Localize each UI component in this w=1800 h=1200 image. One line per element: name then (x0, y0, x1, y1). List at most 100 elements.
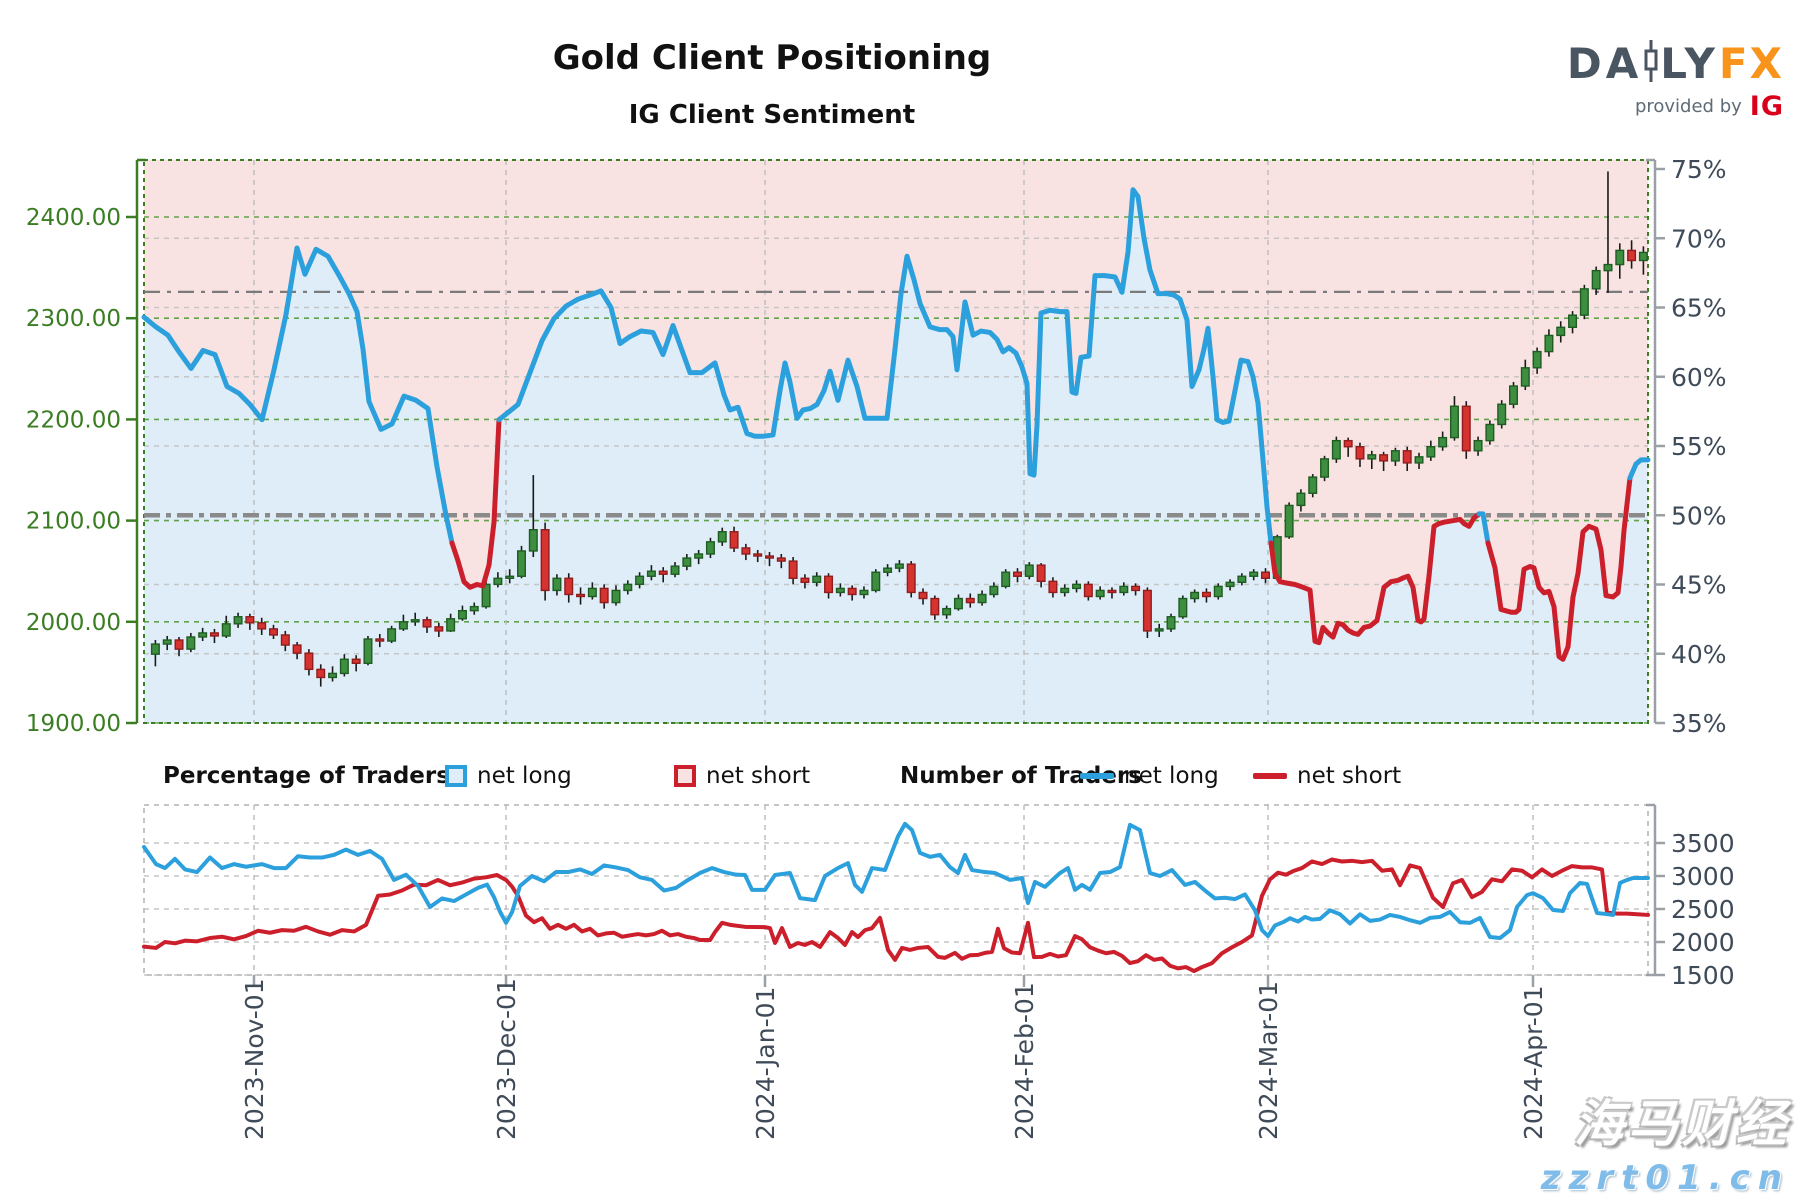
legend-pct-net-short: net short (674, 756, 810, 796)
pct-net-long-line (1627, 457, 1651, 481)
candle-down (351, 658, 361, 664)
candle-up (1024, 564, 1034, 577)
logo-text-da: DA (1566, 39, 1643, 88)
candle-up (717, 531, 727, 543)
candle-up (1544, 334, 1554, 353)
candle-up (1119, 585, 1129, 594)
provided-by-label: provided by (1634, 95, 1742, 117)
candle-up (446, 618, 456, 632)
candle-up (528, 529, 538, 552)
page-title: Gold Client Positioning (552, 38, 992, 78)
percent-axis-label: 75% (1671, 155, 1727, 184)
candle-up (953, 597, 963, 610)
candle-down (753, 553, 763, 557)
candle-up (1190, 591, 1200, 600)
pct-net-long-line (141, 245, 455, 546)
price-axis-label: 2000.00 (26, 610, 121, 636)
candle-up (1178, 597, 1188, 618)
chart-header: Gold Client Positioning IG Client Sentim… (0, 38, 1544, 130)
candle-down (1013, 571, 1023, 577)
candle-down (1260, 571, 1270, 579)
candle-down (564, 577, 574, 596)
candle-up (1520, 367, 1530, 387)
chart-subtitle: IG Client Sentiment (628, 100, 916, 130)
dailyfx-wordmark: DA LY FX (1567, 40, 1784, 85)
candle-up (812, 575, 822, 584)
candle-up (1568, 314, 1578, 329)
percent-axis-label: 50% (1671, 501, 1727, 530)
price-axis-label: 1900.00 (26, 711, 121, 737)
candle-up (457, 609, 467, 620)
price-axis-label: 2400.00 (26, 205, 121, 231)
candle-up (871, 571, 881, 592)
candle-down (174, 639, 184, 650)
candle-down (209, 632, 219, 637)
candle-down (788, 560, 798, 579)
candle-up (493, 577, 503, 586)
percent-axis-label: 55% (1671, 432, 1727, 461)
candle-up (552, 577, 562, 592)
candle-up (1449, 405, 1459, 439)
candle-up (198, 632, 208, 638)
date-axis-label: 2024-Jan-01 (751, 987, 780, 1140)
candle-up (1237, 575, 1247, 584)
dailyfx-logo: DA LY FX provided by IG (1567, 40, 1784, 120)
candle-up (328, 672, 338, 679)
candlestick-icon (1644, 40, 1658, 85)
candle-down (257, 622, 267, 630)
candle-down (930, 597, 940, 616)
logo-text-ly: LY (1660, 39, 1719, 88)
candle-down (292, 644, 302, 654)
candle-up (505, 575, 515, 579)
candle-up (1638, 251, 1648, 262)
candle-up (1556, 326, 1566, 337)
candle-down (434, 626, 444, 632)
num-net-long-line (142, 821, 1650, 941)
candle-up (1603, 263, 1613, 272)
candle-up (1426, 446, 1436, 458)
percent-axis-label: 65% (1671, 294, 1727, 323)
date-axis-label: 2024-Feb-01 (1010, 982, 1039, 1140)
price-axis-label: 2300.00 (26, 306, 121, 332)
percent-axis-label: 40% (1671, 640, 1727, 669)
ig-logo: IG (1749, 91, 1784, 122)
legend-pct-caption: Percentage of Traders (163, 763, 450, 789)
candle-down (1379, 454, 1389, 462)
site-watermark: 海马财经 zzrt01.cn (1541, 1084, 1790, 1198)
percent-axis-label: 45% (1671, 571, 1727, 600)
candle-down (1048, 580, 1058, 594)
candle-up (1508, 385, 1518, 405)
candle-up (1473, 439, 1483, 452)
candle-up (410, 619, 420, 623)
count-axis-label: 3500 (1671, 829, 1735, 858)
count-axis-label: 2000 (1671, 928, 1735, 957)
candle-down (765, 555, 775, 559)
candle-up (1308, 476, 1318, 494)
date-axis-label: 2024-Apr-01 (1519, 985, 1548, 1140)
candle-up (587, 587, 597, 598)
pct-net-short-line (449, 417, 502, 590)
date-axis-label: 2024-Mar-01 (1254, 981, 1283, 1140)
candle-up (623, 583, 633, 592)
candle-down (1131, 585, 1141, 592)
candle-down (1201, 591, 1211, 598)
candle-up (387, 628, 397, 642)
candle-up (339, 658, 349, 675)
candle-up (635, 575, 645, 586)
count-axis-label: 2500 (1671, 895, 1735, 924)
candle-up (646, 570, 656, 577)
date-axis-label: 2023-Dec-01 (492, 978, 521, 1140)
legend-pct-net-long: net long (445, 756, 572, 796)
candle-up (1213, 585, 1223, 598)
net-long-region (144, 189, 1648, 723)
net-long-line-icon (1080, 773, 1114, 779)
price-axis-label: 2100.00 (26, 509, 121, 535)
candle-up (1438, 436, 1448, 448)
candle-up (1284, 504, 1294, 538)
candle-down (906, 563, 916, 594)
candle-up (1225, 581, 1235, 588)
candle-up (1166, 616, 1176, 630)
candle-up (186, 636, 196, 650)
candle-down (245, 616, 255, 624)
